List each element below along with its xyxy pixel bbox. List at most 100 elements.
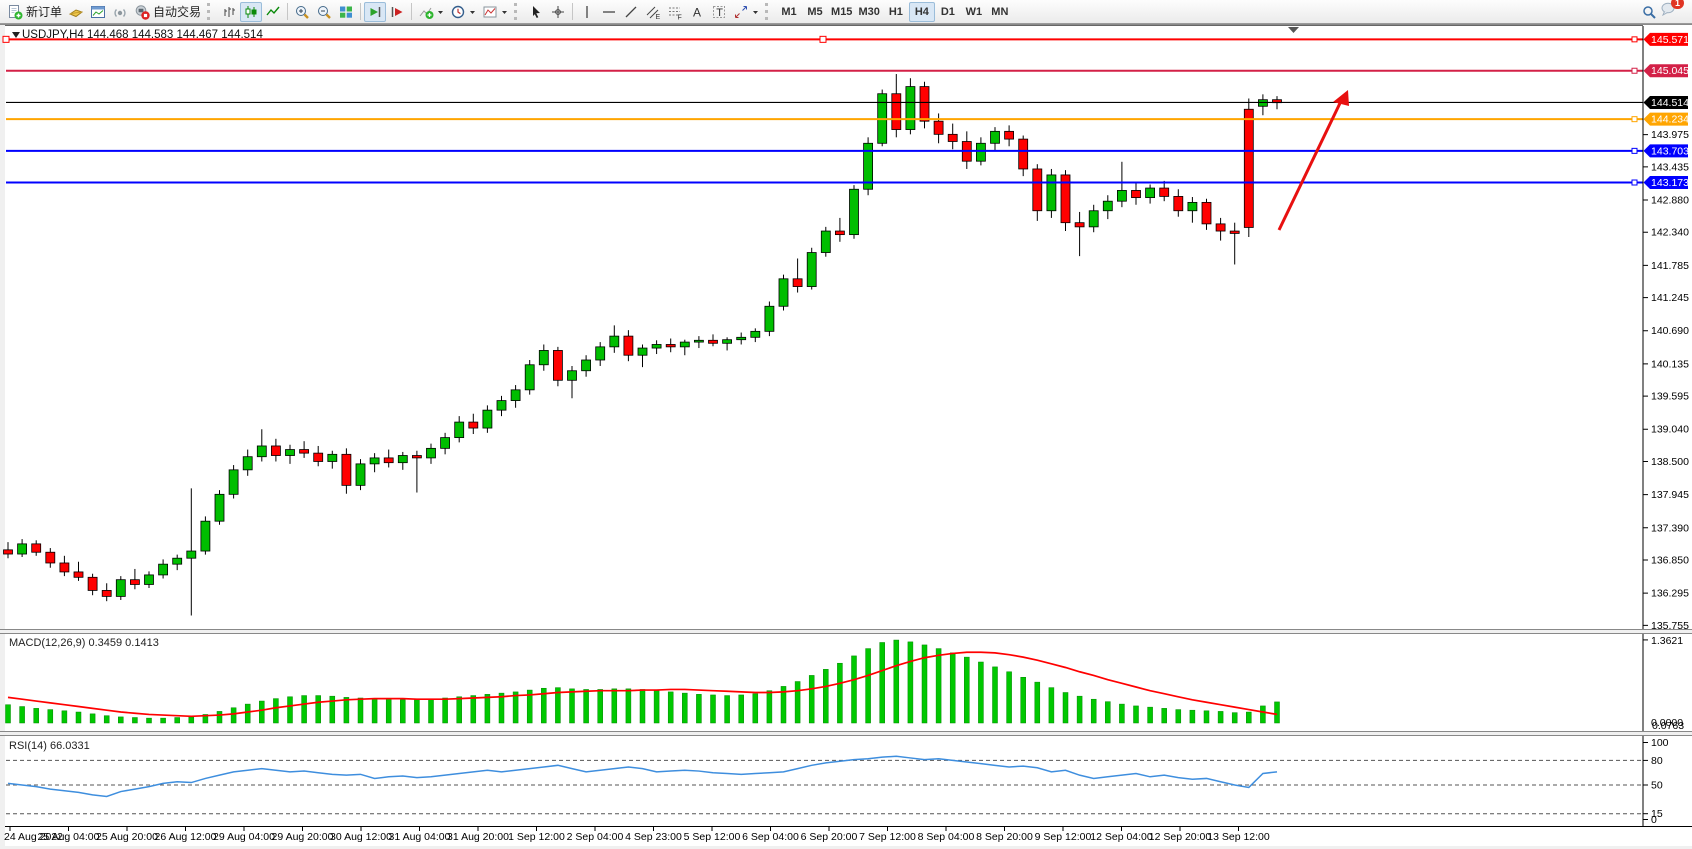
candle-bull: [355, 463, 366, 486]
pane-separator[interactable]: [0, 731, 1692, 736]
candle-bull: [242, 456, 253, 471]
time-tick-label: 4 Sep 23:00: [625, 831, 682, 843]
macd-histogram-bar: [1133, 705, 1139, 724]
trend-arrow-head[interactable]: [1333, 90, 1349, 106]
timeframe-button-h1[interactable]: H1: [883, 2, 909, 22]
candle-bear: [73, 571, 84, 578]
candle-bull: [440, 437, 451, 449]
horizontal-line-145.571-handle-right[interactable]: [1631, 36, 1638, 43]
candle-bull: [1187, 201, 1198, 212]
candle-bear: [59, 562, 70, 573]
macd-histogram-bar: [19, 706, 25, 724]
equidistant-channel-tool-button[interactable]: E: [642, 2, 664, 22]
time-tick-label: 1 Sep 12:00: [508, 831, 565, 843]
chart-shift-marker-icon[interactable]: [1288, 27, 1299, 33]
macd-histogram-bar: [752, 693, 759, 724]
candlestick-chart-button[interactable]: [240, 1, 263, 22]
macd-histogram-bar: [1217, 711, 1224, 724]
price-label-144.234-text: 144.234: [1651, 114, 1689, 126]
periods-button[interactable]: [447, 2, 479, 22]
timeframe-button-h4[interactable]: H4: [908, 1, 935, 22]
navigator-button[interactable]: [87, 2, 109, 22]
one-click-trading-collapse-icon[interactable]: [12, 32, 20, 38]
auto-scroll-button[interactable]: [364, 1, 387, 22]
crosshair-button[interactable]: [547, 2, 569, 22]
time-tick-label: 25 Aug 20:00: [96, 831, 158, 843]
line-chart-icon: [266, 6, 280, 15]
bar-chart-button[interactable]: [218, 2, 240, 22]
price-tick-label: 142.880: [1651, 195, 1689, 207]
macd-histogram-bar: [907, 641, 914, 724]
horizontal-line-144.234-handle-right[interactable]: [1631, 116, 1638, 123]
candle-bull: [1046, 174, 1057, 212]
timeframe-button-w1[interactable]: W1: [961, 2, 987, 22]
horizontal-line-145.571-handle-left[interactable]: [2, 35, 10, 43]
market-watch-button[interactable]: [65, 2, 87, 22]
macd-histogram-bar: [569, 688, 575, 724]
search-button[interactable]: [1638, 2, 1660, 22]
text-label-tool-button[interactable]: T: [708, 2, 730, 22]
macd-histogram-bar: [1260, 705, 1266, 724]
pane-separator[interactable]: [0, 629, 1692, 634]
chart-shift-button[interactable]: [386, 2, 408, 22]
macd-histogram-bar: [202, 714, 209, 724]
horizontal-line-143.173-handle-right[interactable]: [1631, 179, 1638, 186]
toolbar-grip: [514, 3, 520, 20]
timeframe-button-m30[interactable]: M30: [855, 2, 882, 22]
horizontal-line-145.571-handle-center[interactable]: [819, 35, 827, 43]
toolbar-grip: [207, 3, 213, 20]
crosshair-icon: [552, 5, 565, 18]
notifications-button[interactable]: 1: [1660, 0, 1684, 22]
price-tick-label: 136.295: [1651, 588, 1689, 600]
timeframe-button-m1[interactable]: M1: [776, 2, 802, 22]
templates-button[interactable]: [479, 2, 511, 22]
macd-histogram-bar: [780, 686, 787, 724]
chevron-down-icon: [753, 10, 759, 14]
horizontal-line-145.045-handle-right[interactable]: [1631, 67, 1638, 74]
cursor-button[interactable]: [525, 2, 547, 22]
price-tick-label: 141.785: [1651, 260, 1689, 272]
line-chart-button[interactable]: [262, 2, 284, 22]
horizontal-line-tool-button[interactable]: [598, 2, 620, 22]
autotrading-button[interactable]: 自动交易: [131, 2, 204, 22]
text-tool-button[interactable]: A: [686, 2, 708, 22]
timeframe-button-d1[interactable]: D1: [935, 2, 961, 22]
clock-icon: [451, 5, 465, 18]
zoom-out-button[interactable]: [313, 2, 335, 22]
candle-bull: [510, 389, 521, 401]
timeframe-button-m5[interactable]: M5: [802, 2, 828, 22]
macd-histogram-bar: [597, 689, 603, 724]
arrows-tool-button[interactable]: [730, 2, 762, 22]
macd-histogram-bar: [1246, 711, 1252, 724]
macd-histogram-bar: [639, 689, 646, 724]
macd-histogram-bar: [541, 687, 547, 724]
macd-histogram-bar: [400, 699, 406, 724]
horizontal-line-143.703-handle-right[interactable]: [1631, 147, 1638, 154]
indicators-button[interactable]: [415, 2, 447, 22]
new-order-button[interactable]: 新订单: [4, 2, 65, 22]
candle-bull: [327, 453, 338, 462]
macd-histogram-bar: [949, 652, 956, 724]
macd-histogram-bar: [484, 694, 491, 724]
fibonacci-tool-button[interactable]: F: [664, 2, 686, 22]
trend-arrow-annotation[interactable]: [1277, 98, 1344, 231]
chart-background[interactable]: [5, 24, 1692, 846]
trendline-tool-button[interactable]: [620, 2, 642, 22]
macd-histogram-bar: [1119, 703, 1125, 724]
zoom-out-icon: [318, 5, 331, 19]
vertical-line-tool-button[interactable]: [576, 2, 598, 22]
price-tick-label: 143.435: [1651, 161, 1689, 173]
timeframe-button-m15[interactable]: M15: [828, 2, 855, 22]
candle-bear: [1060, 174, 1071, 224]
tile-windows-button[interactable]: [335, 2, 357, 22]
timeframe-button-mn[interactable]: MN: [987, 2, 1013, 22]
macd-histogram-bar: [75, 711, 82, 724]
candle-bear: [383, 457, 394, 464]
zoom-in-button[interactable]: [291, 2, 313, 22]
candle-bull: [722, 339, 732, 344]
candle-bear: [1131, 190, 1141, 199]
signals-button[interactable]: [109, 2, 131, 22]
candle-bull: [426, 447, 436, 459]
macd-signal-line: [7, 651, 1278, 718]
